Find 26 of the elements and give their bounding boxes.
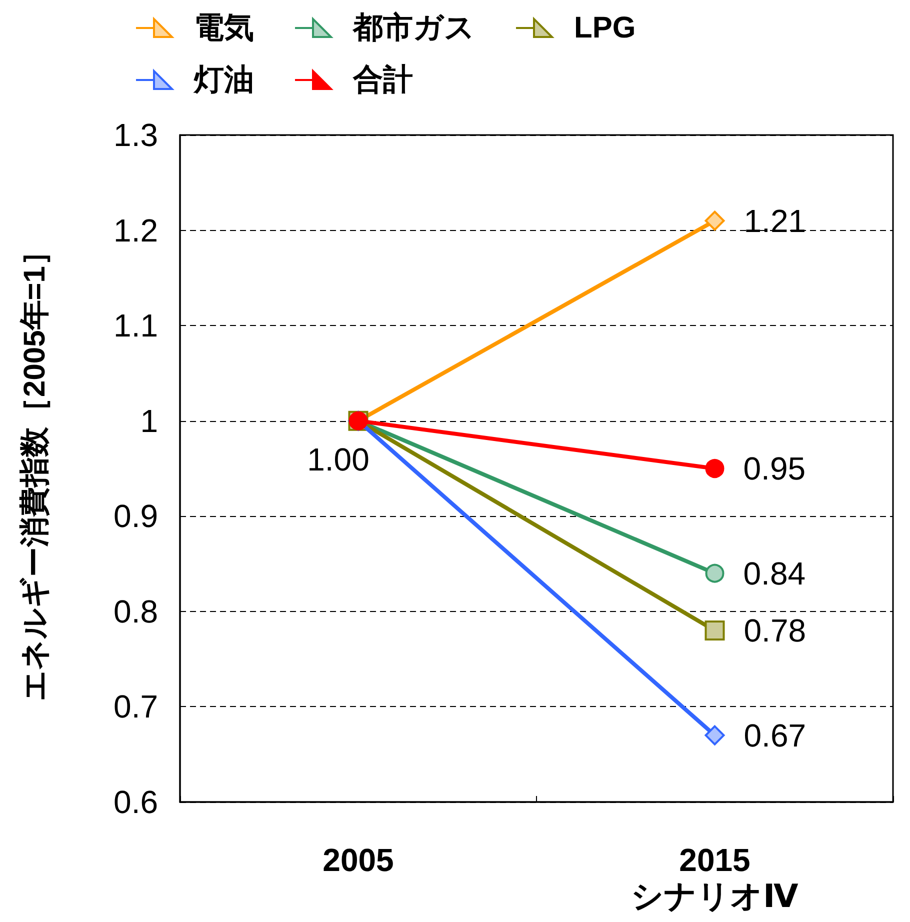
x-tick-label: 2015 シナリオⅣ <box>631 842 798 914</box>
legend-label: 灯油 <box>193 64 254 96</box>
y-tick-label: 1.1 <box>114 308 158 344</box>
legend-label: 合計 <box>352 64 413 96</box>
point <box>704 620 725 640</box>
y-tick-label: 0.6 <box>114 784 158 820</box>
y-tick-label: 0.8 <box>114 593 158 630</box>
y-tick-label: 1.2 <box>114 212 158 248</box>
y-tick-label: 1.3 <box>114 117 158 153</box>
y-tick-label: 0.7 <box>114 688 158 725</box>
data-label: 0.84 <box>743 555 806 592</box>
legend-label: 電気 <box>194 12 254 44</box>
point <box>705 459 724 478</box>
legend-label: 都市ガス <box>352 10 475 44</box>
point <box>704 725 725 746</box>
data-label: 0.95 <box>743 450 806 486</box>
x-tick-label: 2005 <box>322 842 394 878</box>
point <box>705 564 724 583</box>
data-label: 0.67 <box>744 717 806 754</box>
y-axis-title: エネルギー消費指数［2005年=1］ <box>18 236 52 701</box>
point <box>704 210 725 231</box>
data-label: 1.00 <box>307 441 370 478</box>
data-label: 0.78 <box>744 612 806 648</box>
legend-label: LPG <box>574 12 636 44</box>
y-tick-label: 0.9 <box>114 498 158 534</box>
y-tick-label: 1 <box>140 402 158 439</box>
